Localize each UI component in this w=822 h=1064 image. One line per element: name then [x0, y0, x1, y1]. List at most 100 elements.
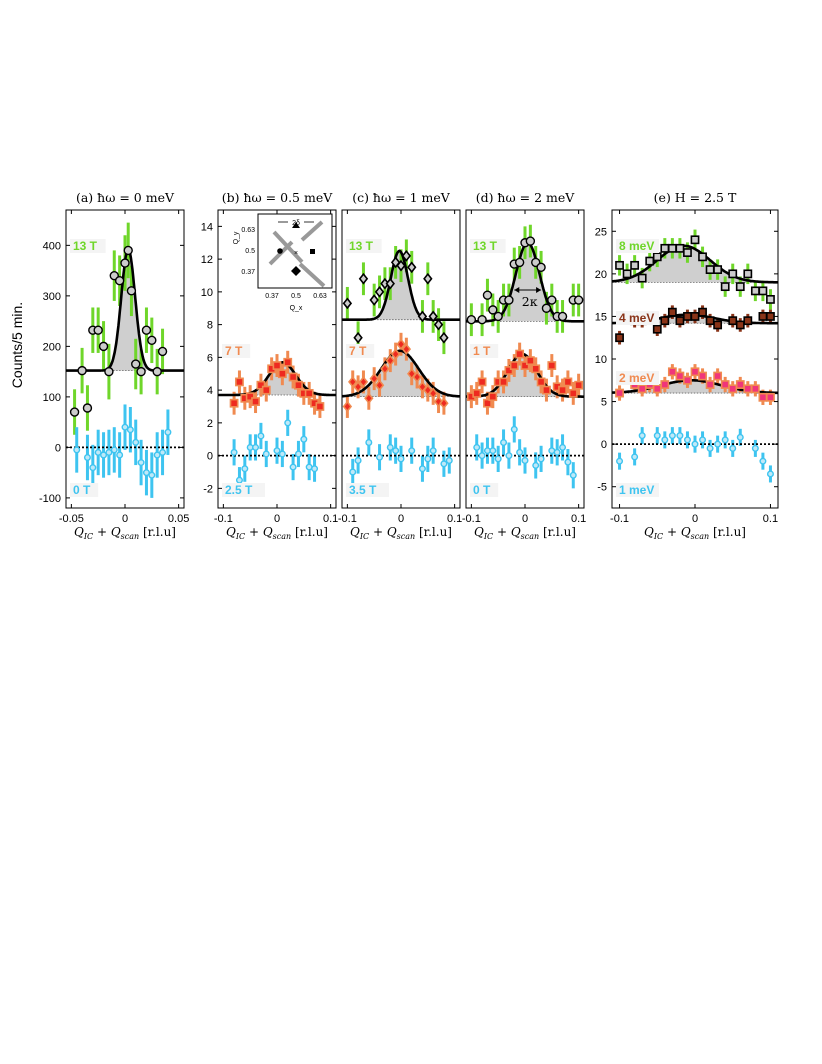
data-point: [230, 448, 238, 456]
x-axis-label-part: [r.l.u]: [709, 525, 746, 539]
data-point: [758, 392, 768, 402]
data-point: [164, 428, 172, 436]
data-point: [537, 455, 545, 463]
data-point: [349, 468, 357, 476]
data-point: [616, 457, 624, 465]
data-point: [121, 423, 129, 431]
data-point: [288, 372, 298, 382]
data-point: [713, 265, 723, 274]
plot-area: [342, 239, 460, 486]
data-point: [714, 440, 722, 448]
data-point: [766, 294, 775, 304]
data-point: [392, 447, 400, 455]
data-point: [759, 457, 767, 465]
x-axis-label-part: scan: [521, 532, 540, 541]
data-point: [300, 435, 308, 443]
x-axis-label-part: scan: [121, 532, 140, 541]
series-label: 13 T: [73, 239, 98, 253]
series-label-bg: [70, 239, 106, 253]
series-label: 13 T: [473, 239, 498, 253]
data-point: [369, 294, 379, 306]
data-point: [735, 282, 745, 292]
data-point: [515, 349, 525, 359]
x-axis-label-part: Q: [74, 525, 84, 539]
data-point: [401, 343, 412, 356]
data-point: [743, 269, 753, 279]
x-axis-label-part: IC: [359, 532, 369, 541]
data-point: [417, 310, 428, 323]
y-tick-label: 300: [43, 291, 61, 303]
data-point: [376, 453, 384, 461]
y-tick-label: 15: [595, 311, 607, 323]
data-point: [615, 260, 624, 270]
data-point: [397, 455, 405, 463]
data-point: [493, 311, 503, 322]
data-point: [354, 457, 362, 465]
plot-area: [612, 229, 778, 483]
inset-x-tick-label: 0.63: [313, 293, 327, 300]
data-point: [235, 377, 244, 387]
data-point: [131, 359, 141, 369]
data-point: [353, 331, 363, 344]
data-point: [374, 379, 385, 392]
data-point: [494, 455, 502, 463]
data-point: [705, 380, 715, 389]
data-point: [504, 295, 514, 305]
data-point: [683, 436, 691, 444]
data-point: [424, 455, 432, 463]
series-label-bg: [222, 483, 265, 497]
inset-x-tick-label: 0.5: [291, 293, 301, 300]
data-point: [667, 243, 677, 253]
y-tick-label: 12: [201, 254, 213, 266]
data-point: [369, 372, 379, 385]
data-point: [660, 243, 670, 253]
data-point: [132, 438, 140, 446]
data-point: [342, 297, 353, 310]
data-point: [342, 400, 353, 413]
inset-point: [277, 248, 283, 254]
y-tick-label: 25: [595, 226, 607, 238]
series-label-bg: [616, 311, 659, 325]
data-point: [412, 371, 422, 383]
series-label-bg: [346, 239, 382, 253]
inset-point: [310, 249, 315, 254]
data-point: [261, 385, 271, 395]
data-point: [440, 460, 448, 468]
series-label: 1 T: [473, 344, 491, 358]
data-point: [675, 243, 685, 253]
x-tick-label: -0.1: [214, 513, 233, 525]
data-point: [100, 451, 108, 459]
series-0: [218, 350, 336, 418]
series-1: [466, 342, 584, 415]
inset-x-tick-label: 0.37: [265, 293, 279, 300]
inset-bar: [300, 220, 324, 242]
series-label-bg: [346, 344, 375, 358]
data-point: [500, 439, 508, 447]
data-point: [531, 364, 541, 374]
data-point: [622, 269, 632, 279]
data-point: [408, 447, 416, 455]
data-point: [638, 432, 646, 440]
data-point: [229, 398, 239, 408]
data-point: [729, 444, 737, 452]
data-point: [252, 443, 260, 451]
data-point: [547, 361, 557, 370]
data-point: [89, 464, 97, 472]
data-point: [283, 357, 293, 367]
data-point: [148, 471, 156, 479]
x-tick-label: -0.05: [59, 513, 84, 525]
x-axis-label-part: Q: [350, 525, 360, 539]
y-tick-label: 200: [43, 341, 61, 353]
data-point: [661, 436, 669, 444]
data-point: [675, 371, 685, 381]
data-point: [73, 446, 81, 454]
data-point: [83, 453, 91, 461]
data-point: [294, 450, 302, 458]
data-point: [245, 392, 255, 402]
x-axis-label-part: + Q: [369, 525, 397, 539]
data-point: [348, 376, 358, 388]
x-axis-label-part: Q: [644, 525, 654, 539]
panel-4: -0.1 0 0.1 -5 0 5 10 15 20 25 (e) H = 2.5 T QIC + Q…: [595, 190, 779, 541]
data-point: [380, 362, 390, 375]
